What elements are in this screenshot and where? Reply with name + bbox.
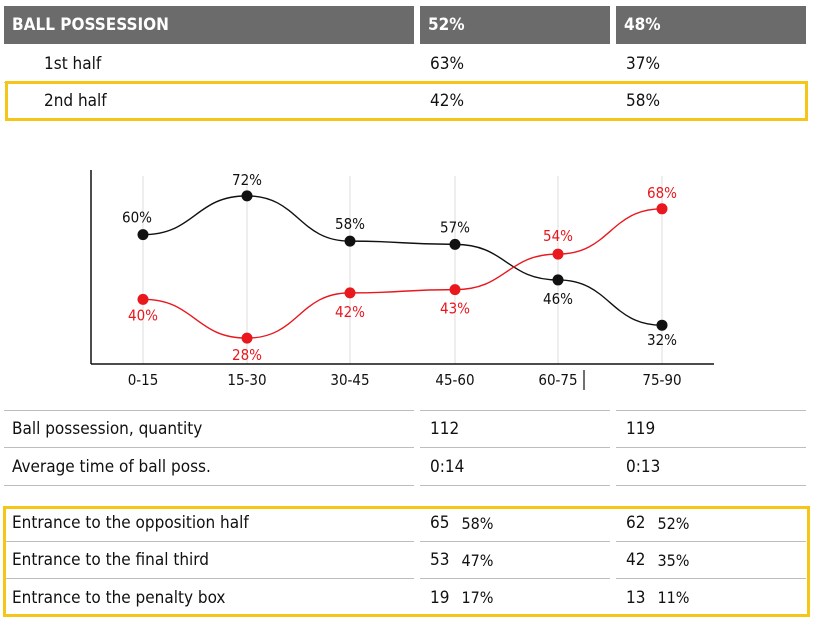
entrance-team-a: 65 58%	[420, 505, 610, 542]
data-label: 60%	[122, 209, 152, 227]
data-label: 42%	[335, 303, 365, 321]
x-tick-label: 30-45	[330, 371, 369, 389]
data-point	[449, 238, 461, 250]
entrance-team-b: 62 52%	[616, 505, 806, 542]
entrance-team-a: 53 47%	[420, 542, 610, 579]
possession-line-chart: 0-15 15-30 30-45 45-60 60-75 75-90 60% 72% 58% 57…	[90, 170, 714, 390]
x-tick-label: 15-30	[227, 371, 266, 389]
data-point	[552, 248, 564, 260]
x-tick-label: 60-75	[538, 371, 577, 389]
series-line-black	[142, 195, 663, 326]
data-label: 72%	[232, 171, 262, 189]
stat-row: Ball possession, quantity 112 119	[0, 410, 815, 448]
data-label: 28%	[232, 346, 262, 364]
data-label: 57%	[440, 218, 470, 236]
entrance-team-a-count: 65	[430, 513, 450, 533]
data-point	[449, 284, 461, 296]
half-team-a-value: 63%	[420, 45, 610, 83]
data-point	[241, 332, 253, 344]
data-label: 32%	[647, 331, 677, 349]
entrance-label: Entrance to the penalty box	[12, 587, 226, 608]
half-team-b-value: 58%	[626, 91, 660, 111]
half-team-a-value: 42%	[430, 91, 464, 111]
stat-team-b-value: 0:13	[616, 448, 806, 486]
data-point	[552, 274, 564, 286]
stat-label: Average time of ball poss.	[4, 448, 414, 486]
data-point	[344, 287, 356, 299]
data-label: 54%	[543, 227, 573, 245]
data-point	[656, 319, 668, 331]
half-row: 2nd half 42% 58%	[0, 83, 815, 119]
data-point	[241, 190, 253, 202]
data-label: 40%	[128, 306, 158, 324]
data-point	[137, 293, 149, 305]
entrance-team-a: 19 17%	[420, 579, 610, 616]
header-row: BALL POSSESSION 52% 48%	[0, 6, 815, 44]
data-point	[137, 229, 149, 241]
entrance-row: Entrance to the penalty box 19 17% 13 11…	[0, 579, 815, 616]
header-team-b-value: 48%	[616, 6, 806, 44]
stat-team-a-value: 0:14	[420, 448, 610, 486]
entrance-team-b-count: 62	[626, 513, 646, 533]
x-tick-label: 0-15	[128, 371, 159, 389]
entrance-team-a-percent: 47%	[461, 550, 494, 570]
stat-team-b-value: 119	[616, 410, 806, 448]
entrance-team-a-percent: 17%	[461, 588, 494, 607]
data-label: 68%	[647, 184, 677, 202]
entrance-label: Entrance to the final third	[4, 542, 414, 579]
entrance-label: Entrance to the opposition half	[4, 505, 414, 542]
header-title: BALL POSSESSION	[4, 6, 414, 44]
entrance-team-b: 13 11%	[616, 579, 806, 616]
entrance-team-a-count: 53	[430, 550, 450, 570]
half-team-b-value: 37%	[616, 45, 806, 83]
data-label: 46%	[543, 290, 573, 308]
header-team-a-value: 52%	[420, 6, 610, 44]
data-label: 58%	[335, 215, 365, 233]
entrance-team-b-percent: 35%	[657, 550, 690, 570]
entrance-row: Entrance to the opposition half 65 58% 6…	[0, 505, 815, 542]
half-label: 2nd half	[44, 91, 107, 111]
data-label: 43%	[440, 300, 470, 318]
data-point	[344, 235, 356, 247]
stat-team-a-value: 112	[420, 410, 610, 448]
half-label: 1st half	[4, 45, 414, 83]
series-line-red	[142, 208, 663, 339]
entrance-row: Entrance to the final third 53 47% 42 35…	[0, 542, 815, 579]
half-row: 1st half 63% 37%	[0, 45, 815, 83]
x-tick-label: 75-90	[642, 371, 681, 389]
entrance-team-a-percent: 58%	[461, 513, 494, 533]
data-point	[656, 203, 668, 215]
x-tick-label: 45-60	[435, 371, 474, 389]
entrance-team-b: 42 35%	[616, 542, 806, 579]
entrance-team-b-percent: 52%	[657, 513, 690, 533]
entrance-team-b-count: 42	[626, 550, 646, 570]
stat-label: Ball possession, quantity	[4, 410, 414, 448]
entrance-team-b-percent: 11%	[657, 588, 690, 607]
entrance-team-b-count: 13	[626, 587, 646, 608]
entrance-team-a-count: 19	[430, 587, 450, 608]
stat-row: Average time of ball poss. 0:14 0:13	[0, 448, 815, 486]
